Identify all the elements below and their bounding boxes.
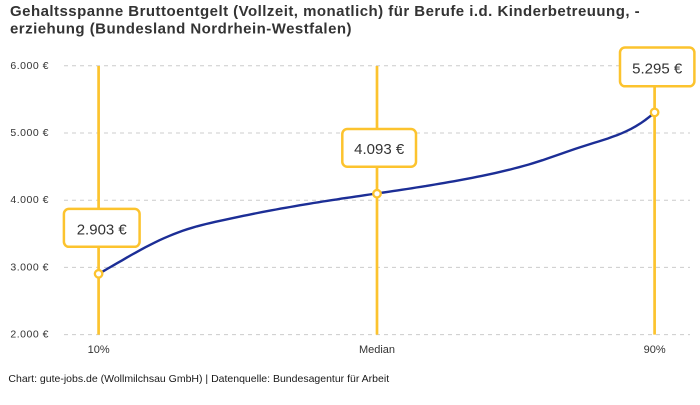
svg-text:2.000 €: 2.000 € [10,329,49,341]
svg-text:5.295 €: 5.295 € [632,61,683,78]
svg-text:Median: Median [359,344,395,356]
svg-text:6.000 €: 6.000 € [10,60,49,72]
svg-text:erziehung (Bundesland Nordrhei: erziehung (Bundesland Nordrhein-Westfale… [10,21,352,38]
svg-text:Gehaltsspanne Bruttoentgelt (V: Gehaltsspanne Bruttoentgelt (Vollzeit, m… [10,3,640,20]
svg-text:10%: 10% [88,344,110,356]
svg-text:4.093 €: 4.093 € [354,141,405,158]
svg-text:3.000 €: 3.000 € [10,261,49,273]
svg-text:90%: 90% [644,344,666,356]
svg-text:4.000 €: 4.000 € [10,194,49,206]
svg-text:2.903 €: 2.903 € [77,221,128,238]
svg-text:5.000 €: 5.000 € [10,127,49,139]
svg-text:Chart: gute-jobs.de (Wollmilch: Chart: gute-jobs.de (Wollmilchsau GmbH) … [8,373,389,385]
